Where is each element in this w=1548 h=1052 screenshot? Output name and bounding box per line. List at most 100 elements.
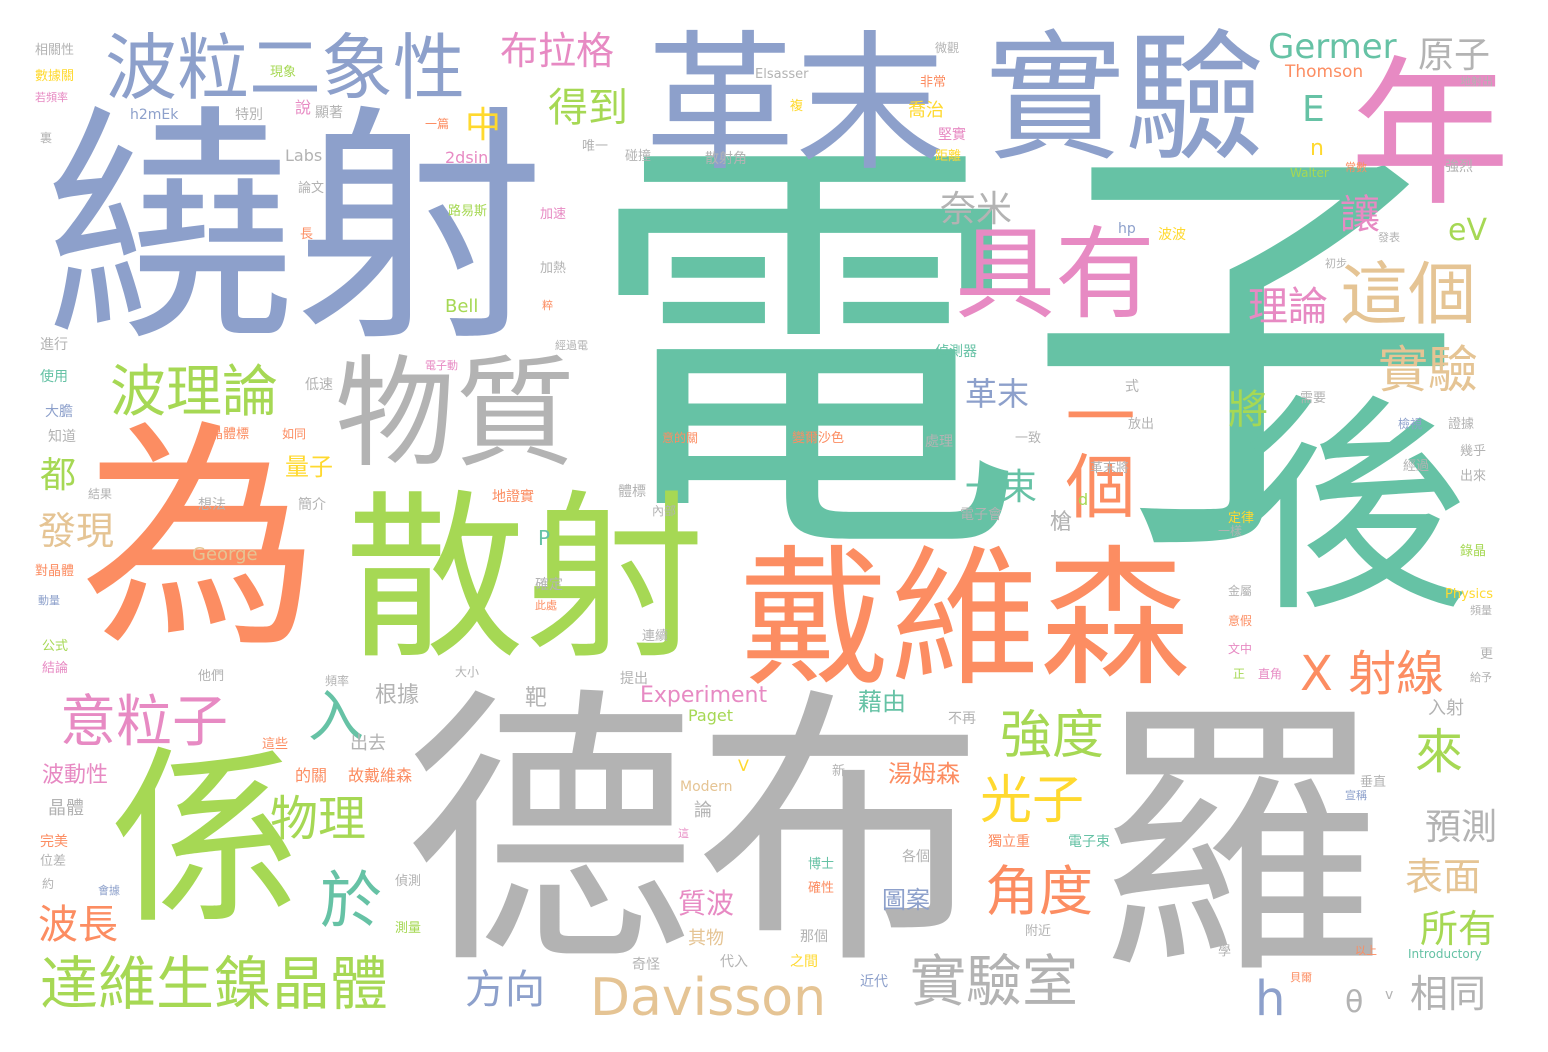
- word: 德布: [405, 666, 985, 1003]
- word: E: [1302, 89, 1325, 130]
- word: 實驗室: [910, 950, 1078, 1015]
- word: 長: [300, 227, 314, 242]
- word: 垂直: [1360, 775, 1387, 790]
- word: 動量: [38, 594, 60, 607]
- word: 圖案: [882, 886, 930, 914]
- word: 定律: [1228, 511, 1255, 526]
- word: 一樣: [1218, 524, 1243, 538]
- word: 若頻率: [35, 91, 68, 104]
- word: 正: [1233, 667, 1246, 681]
- word: 一束: [965, 467, 1038, 508]
- word: 得到: [548, 85, 628, 131]
- word: 所有: [1420, 907, 1497, 951]
- word: 湯姆森: [888, 760, 960, 788]
- word: 物質: [335, 345, 575, 484]
- word: 複: [790, 99, 804, 114]
- word: 晶體: [48, 798, 84, 819]
- word: 獨立重: [988, 834, 1030, 850]
- word: 各個: [902, 849, 930, 865]
- word: 奇怪: [632, 957, 660, 973]
- word: 更: [1480, 647, 1494, 662]
- word: 波粒二象性: [105, 26, 466, 110]
- word: 實驗: [1378, 341, 1478, 399]
- word: X 射線: [1300, 646, 1445, 702]
- word: 繞射: [45, 84, 545, 375]
- word: 相同: [1410, 972, 1487, 1016]
- word: 大小: [455, 665, 480, 679]
- word: 經過: [1403, 459, 1430, 474]
- word: 代入: [720, 954, 748, 970]
- word: 新: [832, 764, 846, 779]
- word: 意假: [1228, 614, 1253, 628]
- word: 給予: [1470, 671, 1492, 684]
- word: 使用: [40, 369, 68, 385]
- word: 後: [1240, 376, 1471, 643]
- word: 強度: [1000, 706, 1105, 766]
- word: 一致: [1015, 431, 1042, 446]
- word: 角度: [985, 860, 1093, 923]
- word: θ: [1345, 985, 1364, 1020]
- word: 此處: [535, 599, 557, 612]
- word: 散射: [345, 475, 706, 684]
- word: 大膽: [45, 404, 73, 420]
- word: 微觀: [935, 41, 960, 55]
- word: 頻率: [325, 674, 350, 688]
- word: 物理: [270, 791, 367, 847]
- word: 公式: [42, 639, 69, 654]
- word: 放出: [1128, 417, 1155, 432]
- word: 處理: [925, 434, 953, 450]
- word: Walter: [1290, 166, 1329, 180]
- word: 證據: [1448, 417, 1475, 432]
- word: 會據: [98, 884, 120, 897]
- word: 偵測器: [935, 344, 977, 360]
- word: h2mEk: [130, 107, 179, 123]
- word: eV: [1448, 213, 1487, 248]
- word: 知道: [48, 429, 76, 445]
- word: 簡介: [298, 497, 326, 513]
- word: 這: [678, 827, 689, 840]
- word: George: [192, 544, 258, 565]
- word: 電子束: [1068, 834, 1110, 850]
- word: 進行: [40, 337, 68, 353]
- word: 理論: [1248, 284, 1328, 330]
- word: 加熱: [540, 261, 567, 276]
- word: V: [738, 756, 749, 775]
- word: 其物: [688, 928, 724, 949]
- word: Introductory: [1408, 947, 1482, 961]
- word: 散射角: [705, 151, 747, 167]
- word: 說: [295, 98, 312, 117]
- word: 光子: [980, 771, 1085, 831]
- word: 電子: [585, 99, 1465, 611]
- word: 實驗: [985, 18, 1266, 181]
- word: 量子: [285, 453, 333, 481]
- word: 不再: [948, 711, 976, 727]
- word: 意粒子: [60, 690, 228, 755]
- word: 論文: [298, 181, 325, 196]
- word: 近代: [860, 974, 888, 990]
- word: 年: [1350, 41, 1511, 228]
- word: 方向: [465, 967, 545, 1013]
- word: 內部: [652, 504, 677, 518]
- word: 那個: [800, 929, 828, 945]
- word: 以上: [1355, 944, 1377, 957]
- word: 達維生鎳晶體: [40, 950, 389, 1018]
- word: 對晶體: [35, 564, 75, 579]
- word: Thomson: [1285, 62, 1364, 82]
- word: 之間: [790, 954, 818, 970]
- word: 出去: [350, 733, 386, 754]
- word: 式: [1125, 379, 1139, 395]
- word: 都: [40, 455, 77, 496]
- word: hp: [1118, 221, 1136, 237]
- word: 約: [42, 877, 55, 891]
- word: 意的關: [662, 431, 699, 445]
- word: 出來: [1460, 469, 1487, 484]
- word: 非常: [920, 75, 947, 90]
- word: 2dsin: [445, 148, 489, 167]
- word: 常數: [1345, 161, 1367, 174]
- word: 具有: [955, 216, 1155, 333]
- word: 布拉格: [500, 29, 615, 73]
- word: 係: [110, 729, 301, 950]
- word: P: [538, 526, 551, 550]
- word: 這個: [1340, 256, 1477, 335]
